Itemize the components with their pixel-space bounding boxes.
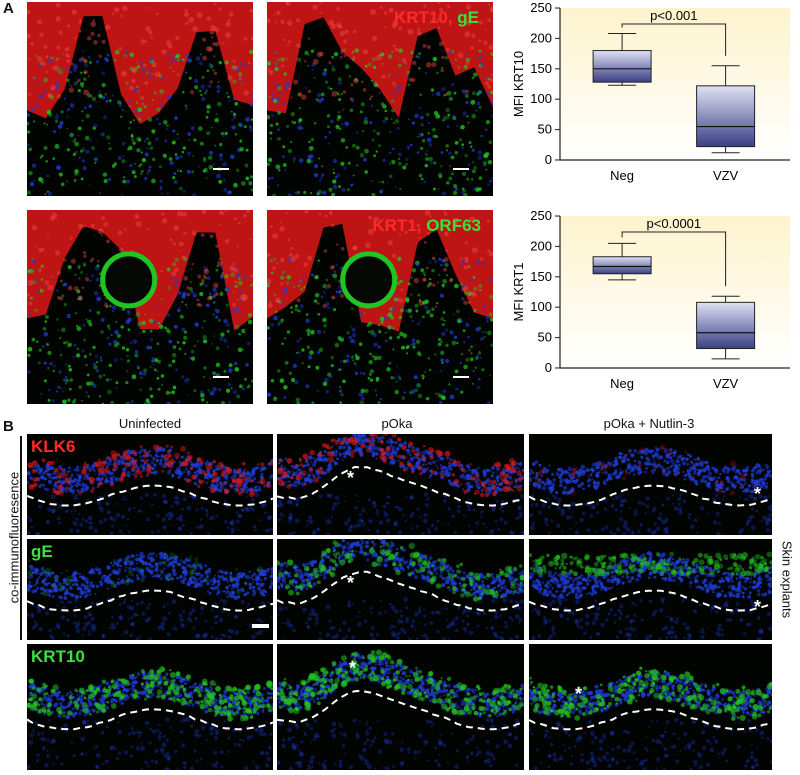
scale-bar <box>213 376 229 378</box>
basement-membrane-dashed-line <box>277 465 524 507</box>
basement-membrane-dashed-line <box>27 589 273 612</box>
x-tick-label: Neg <box>610 376 634 391</box>
p-value-annotation: p<0.001 <box>650 8 697 23</box>
tissue-texture <box>277 434 524 535</box>
co-immuno-bracket <box>20 436 22 640</box>
basement-membrane-dashed-line <box>27 708 273 731</box>
scale-bar <box>453 168 469 170</box>
asterisk-lesion: * <box>575 684 583 704</box>
micrograph-krt10-ge: KRT10, gE <box>267 2 493 196</box>
scale-bar <box>252 624 269 628</box>
tissue-texture <box>267 210 493 404</box>
basement-membrane-dashed-line <box>529 708 770 731</box>
stain-label-orf63: ORF63 <box>421 216 481 235</box>
stain-label-krt1-orf63: KRT1, ORF63 <box>372 216 481 236</box>
significance-bracket <box>621 23 727 56</box>
stain-label-klk6: KLK6 <box>31 437 76 456</box>
asterisk-lesion: * <box>754 484 762 504</box>
basement-membrane-dashed-line <box>529 589 770 612</box>
micrograph-klk6-poka-nutlin: * <box>529 434 772 535</box>
box-vzv <box>696 301 756 350</box>
column-title-uninfected: Uninfected <box>118 416 182 431</box>
panel-b-letter: B <box>3 418 14 435</box>
y-axis-label: MFI KRT10 <box>511 51 526 117</box>
micrograph-klk6-poka: * <box>277 434 524 535</box>
significance-bracket <box>621 231 727 287</box>
y-tick-label: 150 <box>530 269 552 284</box>
micrograph-klk6-uninfected: KLK6 <box>27 434 273 535</box>
tissue-texture <box>267 2 493 196</box>
y-tick-label: 50 <box>538 122 552 137</box>
stain-label-ge-row: gE <box>31 542 53 561</box>
plot-background <box>560 216 790 368</box>
x-tick-label: VZV <box>713 168 739 183</box>
y-tick-label: 200 <box>530 30 552 45</box>
basement-membrane-dashed-line <box>27 484 273 507</box>
micrograph-krt10-poka: * <box>277 644 524 770</box>
boxplot-mfi-krt10: 0 50 100 150 200 250 MFI KRT10 Neg VZV p<0.001 <box>505 0 800 200</box>
micrograph-krt1-orf63-merge <box>27 210 253 404</box>
x-tick-label: Neg <box>610 168 634 183</box>
box-vzv <box>696 85 756 148</box>
column-title-poka: pOka <box>381 416 413 431</box>
tissue-texture <box>529 551 772 640</box>
tissue-texture <box>27 210 253 404</box>
micrograph-krt1-orf63: KRT1, ORF63 <box>267 210 493 404</box>
micrograph-krt10-poka-nutlin: * <box>529 644 772 770</box>
tissue-texture <box>529 666 772 770</box>
scale-bar <box>453 376 469 378</box>
tissue-texture <box>529 444 772 535</box>
stain-label-krt1: KRT1, <box>372 216 422 235</box>
tissue-texture <box>277 649 524 770</box>
tissue-texture <box>27 551 273 640</box>
column-title-poka-nutlin: pOka + Nutlin-3 <box>603 416 695 431</box>
tissue-texture <box>277 539 524 640</box>
stain-label-krt10: KRT10, <box>393 8 453 27</box>
stain-label-ge: gE <box>452 8 479 27</box>
micrograph-ge-poka-nutlin: * <box>529 539 772 640</box>
stain-label-krt10-row: KRT10 <box>31 647 85 666</box>
panel-a-letter: A <box>3 0 14 17</box>
y-tick-label: 0 <box>545 152 552 167</box>
boxplot-mfi-krt1: 0 50 100 150 200 250 MFI KRT1 Neg VZV p<0.0001 <box>505 208 800 408</box>
micrograph-ge-uninfected: gE <box>27 539 273 640</box>
micrograph-ge-poka: * <box>277 539 524 640</box>
micrograph-krt10-uninfected: KRT10 <box>27 644 273 770</box>
y-axis-label: MFI KRT1 <box>511 263 526 322</box>
scale-bar <box>213 168 229 170</box>
y-tick-label: 250 <box>530 0 552 15</box>
y-tick-label: 100 <box>530 91 552 106</box>
tissue-texture <box>27 2 253 196</box>
tissue-texture <box>27 666 273 770</box>
asterisk-lesion: * <box>349 658 357 678</box>
skin-explants-label: Skin explants <box>779 540 795 619</box>
co-immunofluoresence-label: co-immunofluoresence <box>6 471 22 604</box>
p-value-annotation: p<0.0001 <box>647 216 702 231</box>
micrograph-krt10-ge-merge <box>27 2 253 196</box>
plot-background <box>560 8 790 160</box>
y-tick-label: 50 <box>538 330 552 345</box>
asterisk-lesion: * <box>754 597 762 617</box>
basement-membrane-dashed-line <box>277 570 524 612</box>
asterisk-lesion: * <box>347 468 355 488</box>
tissue-texture <box>27 444 273 535</box>
y-tick-label: 250 <box>530 208 552 223</box>
box-neg <box>592 50 652 83</box>
y-tick-label: 200 <box>530 238 552 253</box>
box-neg <box>592 256 652 275</box>
stain-label-krt10-ge: KRT10, gE <box>394 8 479 28</box>
basement-membrane-dashed-line <box>529 484 770 507</box>
y-tick-label: 100 <box>530 299 552 314</box>
y-tick-label: 150 <box>530 61 552 76</box>
y-tick-label: 0 <box>545 360 552 375</box>
asterisk-lesion: * <box>347 573 355 593</box>
x-tick-label: VZV <box>713 376 739 391</box>
basement-membrane-dashed-line <box>277 689 524 731</box>
